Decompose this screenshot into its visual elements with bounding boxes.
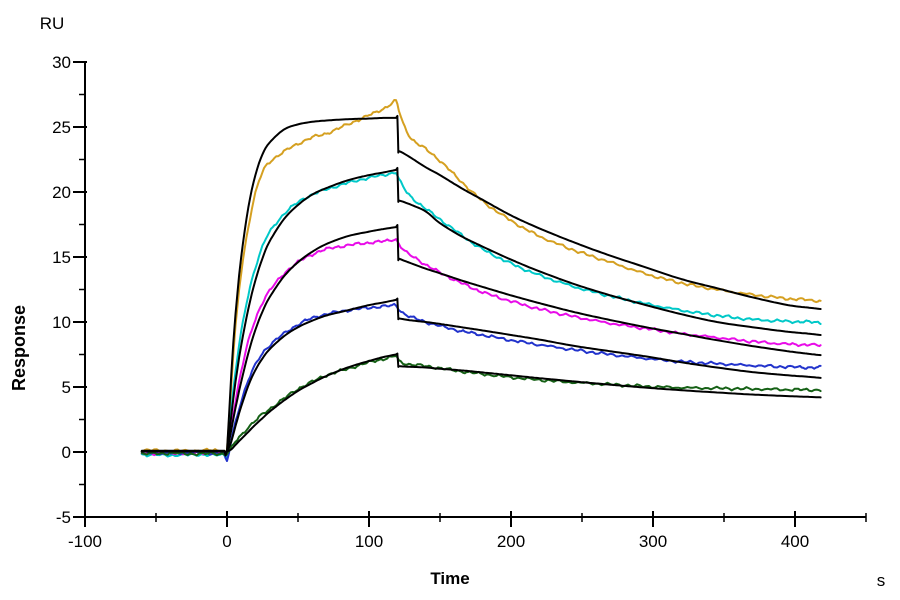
y-tick-label: 5 bbox=[62, 378, 71, 397]
y-tick-label: 15 bbox=[52, 248, 71, 267]
x-tick-label: 0 bbox=[222, 532, 231, 551]
fit-green-curve bbox=[140, 352, 822, 453]
x-tick-label: 300 bbox=[639, 532, 667, 551]
y-tick-label: 0 bbox=[62, 443, 71, 462]
curves-layer bbox=[140, 99, 822, 462]
fit-blue-curve bbox=[140, 297, 822, 453]
x-tick-label: 100 bbox=[355, 532, 383, 551]
y-unit-label: RU bbox=[40, 14, 65, 33]
measured-magenta-curve bbox=[140, 238, 822, 457]
x-axis-title: Time bbox=[430, 569, 469, 588]
y-tick-label: -5 bbox=[56, 508, 71, 527]
measured-gold-curve bbox=[140, 99, 822, 456]
measured-cyan-curve bbox=[140, 171, 822, 459]
y-axis-title: Response bbox=[9, 305, 29, 391]
x-unit-label: s bbox=[877, 571, 886, 590]
y-tick-label: 25 bbox=[52, 118, 71, 137]
x-tick-label: 200 bbox=[497, 532, 525, 551]
x-tick-label: -100 bbox=[68, 532, 102, 551]
axes-layer: -5 0 5 10 15 20 25 30 -100 0 100 200 300 400 bbox=[52, 53, 867, 551]
y-tick-label: 30 bbox=[52, 53, 71, 72]
y-tick-label: 20 bbox=[52, 183, 71, 202]
y-tick-label: 10 bbox=[52, 313, 71, 332]
fit-gold-curve bbox=[140, 114, 822, 457]
fit-cyan-curve bbox=[140, 166, 822, 455]
fit-magenta-curve bbox=[140, 224, 822, 454]
x-tick-label: 400 bbox=[781, 532, 809, 551]
